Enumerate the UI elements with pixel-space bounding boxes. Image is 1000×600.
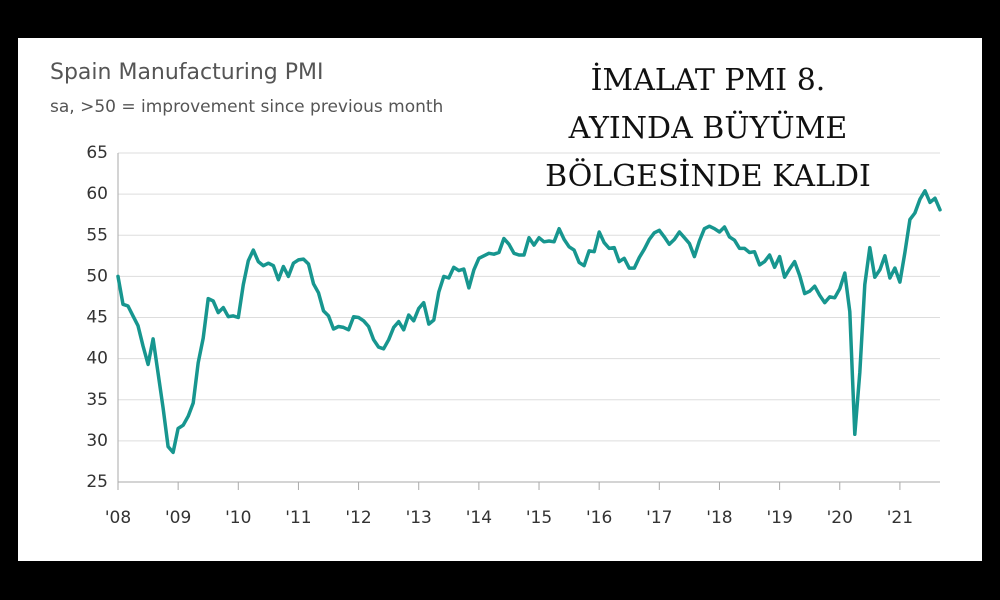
x-tick-label: '09 [165,508,191,528]
annotation: İMALAT PMI 8. [591,62,826,98]
x-tick-label: '11 [285,508,311,528]
x-tick-label: '13 [406,508,432,528]
x-tick-label: '10 [225,508,251,528]
x-tick-label: '08 [105,508,131,528]
pmi-line [116,189,942,455]
y-tick-label: 25 [86,472,108,492]
y-tick-label: 30 [86,431,108,451]
y-tick-label: 50 [86,266,108,286]
y-tick-label: 45 [86,308,108,328]
annotation: BÖLGESİNDE KALDI [545,158,871,194]
x-tick-label: '12 [345,508,371,528]
x-tick-label: '17 [646,508,672,528]
x-tick-label: '18 [706,508,732,528]
x-tick-label: '21 [887,508,913,528]
chart-title: Spain Manufacturing PMI [50,60,324,85]
x-tick-label: '19 [766,508,792,528]
chart-subtitle: sa, >50 = improvement since previous mon… [50,97,443,117]
annotation: AYINDA BÜYÜME [568,110,848,146]
y-tick-label: 35 [86,390,108,410]
y-tick-label: 60 [86,184,108,204]
x-tick-label: '14 [466,508,492,528]
x-tick-label: '20 [827,508,853,528]
y-tick-label: 40 [86,349,108,369]
y-tick-label: 65 [86,143,108,163]
y-tick-label: 55 [86,225,108,245]
x-tick-label: '16 [586,508,612,528]
x-tick-label: '15 [526,508,552,528]
